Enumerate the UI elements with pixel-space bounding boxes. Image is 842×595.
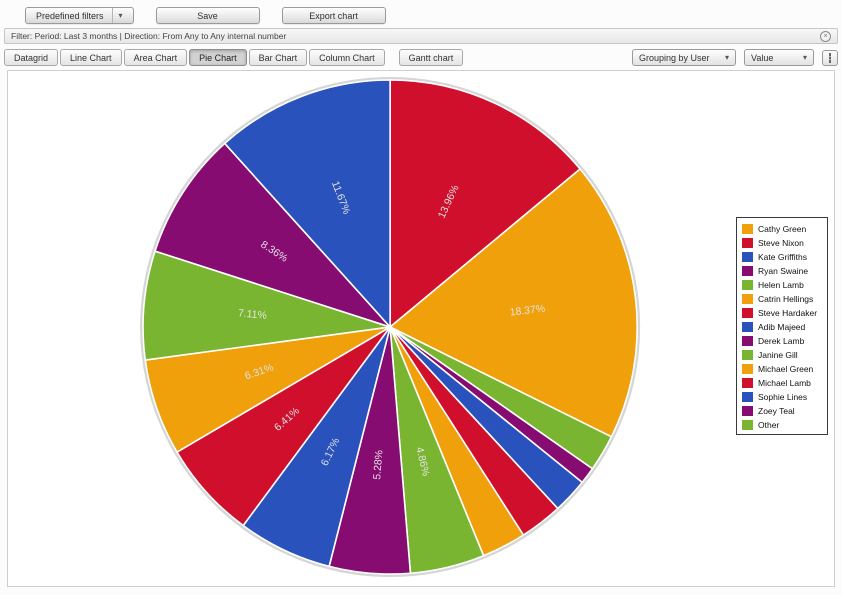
legend-swatch-icon <box>742 335 753 346</box>
chart-type-tab-row: Datagrid Line Chart Area Chart Pie Chart… <box>4 49 838 66</box>
tab-column-chart[interactable]: Column Chart <box>309 49 385 66</box>
legend-label: Zoey Teal <box>758 405 795 416</box>
legend-swatch-icon <box>742 237 753 248</box>
legend-item-cathy-green: Cathy Green <box>742 223 822 234</box>
legend-swatch-icon <box>742 363 753 374</box>
legend-swatch-icon <box>742 307 753 318</box>
save-button[interactable]: Save <box>155 7 260 24</box>
grouping-dropdown[interactable]: Grouping by User ▾ <box>632 49 736 66</box>
legend-label: Michael Green <box>758 363 814 374</box>
legend-item-sophie-lines: Sophie Lines <box>742 391 822 402</box>
pie-slice-cathy-green[interactable] <box>389 168 638 438</box>
legend-swatch-icon <box>742 405 753 416</box>
pie-outline <box>140 76 641 578</box>
legend-swatch-icon <box>742 251 753 262</box>
value-dropdown[interactable]: Value ▾ <box>744 49 814 66</box>
legend-label: Janine Gill <box>758 349 798 360</box>
legend-label: Steve Hardaker <box>758 307 818 318</box>
caret-down-icon: ▾ <box>802 53 807 62</box>
pie-slice-helen-lamb[interactable] <box>142 250 391 361</box>
export-chart-button[interactable]: Export chart <box>281 7 386 24</box>
chart-controls: Grouping by User ▾ Value ▾ <box>632 49 838 66</box>
pie-slice-label-cathy-green: 18.37% <box>509 304 545 319</box>
filter-bar: Filter: Period: Last 3 months | Directio… <box>4 28 838 44</box>
tab-pie-chart[interactable]: Pie Chart <box>189 49 247 66</box>
legend-swatch-icon <box>742 279 753 290</box>
legend-label: Other <box>758 419 780 430</box>
legend-label: Derek Lamb <box>758 335 805 346</box>
tab-line-chart[interactable]: Line Chart <box>60 49 122 66</box>
legend-item-michael-green: Michael Green <box>742 363 822 374</box>
legend-label: Cathy Green <box>758 223 807 234</box>
predefined-filters-label: Predefined filters <box>36 10 104 21</box>
pie-slice-kate-griffiths[interactable] <box>223 79 391 328</box>
expand-icon <box>829 52 831 63</box>
legend-swatch-icon <box>742 391 753 402</box>
legend-item-kate-griffiths: Kate Griffiths <box>742 251 822 262</box>
legend-label: Catrin Hellings <box>758 293 814 304</box>
tab-bar-chart[interactable]: Bar Chart <box>248 49 308 66</box>
pie-slice-label-helen-lamb: 7.11% <box>237 308 267 322</box>
legend-swatch-icon <box>742 419 753 430</box>
tab-area-chart[interactable]: Area Chart <box>123 49 188 66</box>
legend-swatch-icon <box>742 377 753 388</box>
top-toolbar: Predefined filters ▾ Save Export chart <box>25 7 386 24</box>
pie-chart: 13.96%18.37%4.86%5.28%6.17%6.41%6.31%7.1… <box>140 76 641 578</box>
legend-swatch-icon <box>742 265 753 276</box>
chart-legend: Cathy Green Steve Nixon Kate Griffiths Ryan… <box>736 217 828 435</box>
chart-area: 13.96% 18.37% 4.86% 5.28% 6.17% 6.41% 6.31% 7.1… <box>7 70 835 587</box>
grouping-dropdown-value: Grouping by User <box>639 52 710 63</box>
legend-item-other: Other <box>742 419 822 430</box>
legend-label: Adib Majeed <box>758 321 806 332</box>
value-dropdown-value: Value <box>751 52 774 63</box>
expand-chart-button[interactable] <box>822 49 838 66</box>
legend-label: Kate Griffiths <box>758 251 807 262</box>
pie-slice-label-derek-lamb: 5.28% <box>372 450 385 480</box>
legend-item-adib-majeed: Adib Majeed <box>742 321 822 332</box>
filter-options-icon[interactable]: × <box>820 30 831 42</box>
legend-label: Ryan Swaine <box>758 265 809 276</box>
legend-label: Helen Lamb <box>758 279 804 290</box>
legend-item-derek-lamb: Derek Lamb <box>742 335 822 346</box>
pie-slice-steve-nixon[interactable] <box>389 79 581 328</box>
tab-gantt-chart[interactable]: Gantt chart <box>398 49 464 66</box>
legend-label: Sophie Lines <box>758 391 808 402</box>
tab-datagrid[interactable]: Datagrid <box>4 49 59 66</box>
legend-label: Steve Nixon <box>758 237 804 248</box>
legend-item-catrin-hellings: Catrin Hellings <box>742 293 822 304</box>
legend-swatch-icon <box>742 293 753 304</box>
legend-item-steve-hardaker: Steve Hardaker <box>742 307 822 318</box>
predefined-filters-button[interactable]: Predefined filters ▾ <box>25 7 134 24</box>
legend-swatch-icon <box>742 321 753 332</box>
pie-slice-ryan-swaine[interactable] <box>154 142 391 328</box>
legend-item-janine-gill: Janine Gill <box>742 349 822 360</box>
legend-item-zoey-teal: Zoey Teal <box>742 405 822 416</box>
caret-down-icon: ▾ <box>111 8 123 23</box>
legend-item-steve-nixon: Steve Nixon <box>742 237 822 248</box>
caret-down-icon: ▾ <box>724 53 729 62</box>
legend-swatch-icon <box>742 349 753 360</box>
filter-summary-text: Filter: Period: Last 3 months | Directio… <box>11 31 287 41</box>
legend-item-michael-lamb: Michael Lamb <box>742 377 822 388</box>
legend-item-ryan-swaine: Ryan Swaine <box>742 265 822 276</box>
legend-label: Michael Lamb <box>758 377 811 388</box>
legend-swatch-icon <box>742 223 753 234</box>
legend-item-helen-lamb: Helen Lamb <box>742 279 822 290</box>
chart-type-tabs: Datagrid Line Chart Area Chart Pie Chart… <box>4 49 464 66</box>
